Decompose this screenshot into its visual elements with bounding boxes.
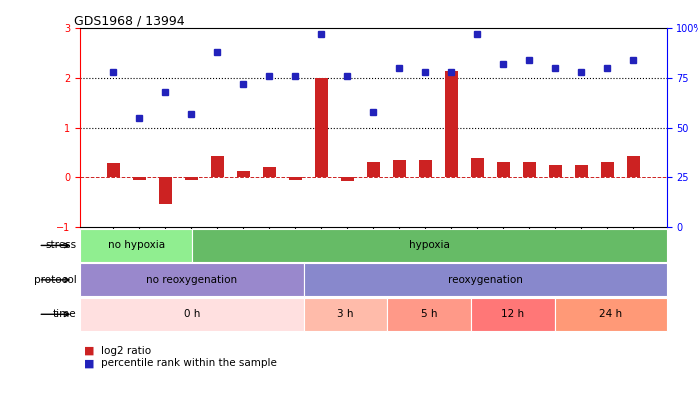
Bar <box>159 177 172 205</box>
Bar <box>304 263 667 296</box>
Bar <box>185 177 198 180</box>
Bar <box>497 162 510 177</box>
Text: no hypoxia: no hypoxia <box>107 241 165 250</box>
Bar <box>211 156 224 177</box>
Bar <box>80 298 304 331</box>
Bar <box>237 171 250 177</box>
Text: 24 h: 24 h <box>599 309 623 319</box>
Text: GDS1968 / 13994: GDS1968 / 13994 <box>75 14 185 27</box>
Text: 3 h: 3 h <box>337 309 354 319</box>
Text: reoxygenation: reoxygenation <box>447 275 523 285</box>
Bar <box>601 162 614 177</box>
Bar <box>445 70 458 177</box>
Bar <box>263 167 276 177</box>
Bar <box>80 263 304 296</box>
Text: hypoxia: hypoxia <box>409 241 450 250</box>
Text: ■: ■ <box>84 358 94 368</box>
Bar <box>289 177 302 180</box>
Bar <box>575 165 588 177</box>
Bar <box>549 165 562 177</box>
Bar <box>627 156 640 177</box>
Bar <box>341 177 354 181</box>
Text: 5 h: 5 h <box>421 309 438 319</box>
Text: protocol: protocol <box>34 275 77 285</box>
Bar <box>133 177 146 180</box>
Bar <box>367 162 380 177</box>
Text: log2 ratio: log2 ratio <box>101 346 151 356</box>
Text: percentile rank within the sample: percentile rank within the sample <box>101 358 277 368</box>
Bar <box>523 162 536 177</box>
Bar <box>555 298 667 331</box>
Bar <box>80 229 192 262</box>
Bar <box>304 298 387 331</box>
Text: 0 h: 0 h <box>184 309 200 319</box>
Text: stress: stress <box>45 241 77 250</box>
Text: time: time <box>53 309 77 319</box>
Bar <box>393 160 406 177</box>
Bar <box>315 78 328 177</box>
Bar <box>192 229 667 262</box>
Bar <box>387 298 471 331</box>
Text: ■: ■ <box>84 346 94 356</box>
Bar <box>419 160 432 177</box>
Bar <box>471 158 484 177</box>
Bar <box>107 163 120 177</box>
Text: no reoxygenation: no reoxygenation <box>147 275 237 285</box>
Bar <box>471 298 555 331</box>
Text: 12 h: 12 h <box>501 309 525 319</box>
